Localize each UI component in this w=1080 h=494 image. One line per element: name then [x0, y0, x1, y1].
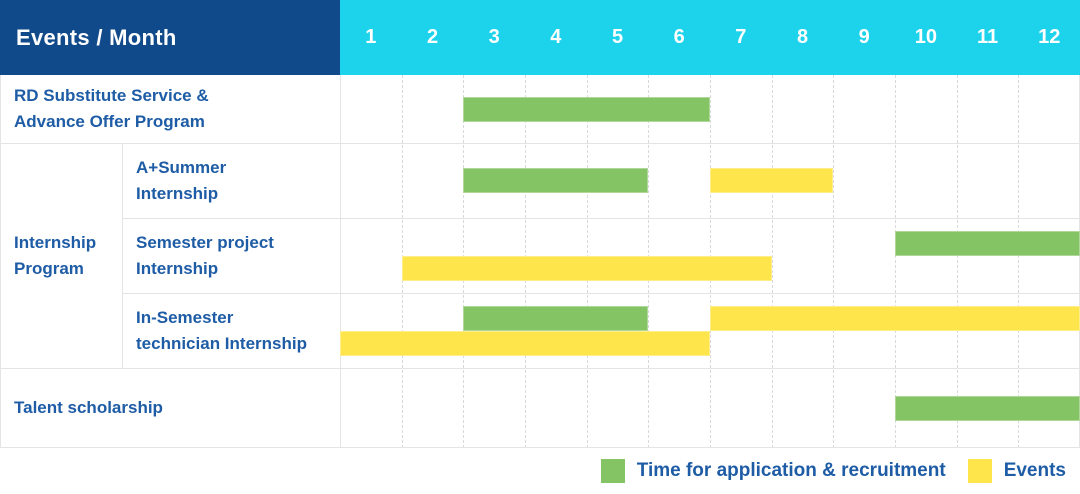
events-swatch-icon: [967, 459, 992, 483]
table-left-border: [0, 75, 1, 448]
month-gridline: [956, 75, 958, 448]
events-month-header: Events / Month: [0, 0, 340, 75]
month-header-12: 12: [1038, 26, 1061, 48]
month-header-3: 3: [488, 26, 500, 48]
month-header-7: 7: [735, 26, 747, 48]
sublabel-column-divider: [122, 143, 123, 368]
events-bar: [401, 255, 772, 281]
month-header-11: 11: [976, 26, 999, 48]
legend-item: Events: [967, 459, 1066, 483]
month-header-5: 5: [611, 26, 624, 48]
row-label: A+Summer Internship: [136, 157, 227, 203]
table-bottom-border: [0, 447, 1080, 448]
month-gridline: [833, 75, 835, 448]
row-separator: [0, 143, 1080, 144]
month-header-row: 1 2 3 4 5 6 7 8 9 10 11 12: [340, 0, 1080, 75]
row-label: In-Semester technician Internship: [136, 307, 307, 353]
recruitment-bar: [895, 395, 1080, 421]
row-label: RD Substitute Service & Advance Offer Pro…: [14, 86, 209, 131]
gantt-body: Internship Program RD Substitute Service &…: [0, 75, 1080, 448]
row-label: Semester project Internship: [136, 232, 274, 278]
legend-item: Time for application & recruitment: [600, 459, 946, 483]
month-header-2: 2: [426, 26, 439, 48]
recruitment-swatch-icon: [600, 459, 625, 483]
legend-label: Events: [1003, 460, 1066, 481]
events-bar: [710, 305, 1080, 331]
month-header-4: 4: [550, 26, 562, 48]
month-header-9: 9: [858, 26, 870, 48]
legend-label: Time for application & recruitment: [636, 460, 946, 481]
month-gridline: [1018, 75, 1020, 448]
month-header-8: 8: [796, 26, 809, 48]
month-header-6: 6: [673, 26, 685, 48]
recruitment-bar: [895, 230, 1080, 256]
legend: Time for application & recruitment Events: [0, 448, 1080, 494]
group-label-internship-program: Internship Program: [14, 232, 97, 278]
month-gridline: [771, 75, 773, 448]
month-header-10: 10: [914, 26, 937, 48]
recruitment-bar: [463, 305, 649, 331]
row-separator: [122, 218, 1080, 219]
row-separator: [122, 293, 1080, 294]
recruitment-bar: [463, 168, 649, 193]
events-bar: [340, 330, 710, 356]
month-header-1: 1: [365, 26, 377, 48]
row-label: Talent scholarship: [14, 398, 163, 417]
month-gridline: [895, 75, 896, 448]
events-bar: [710, 168, 834, 193]
row-separator: [0, 368, 1080, 369]
recruitment-bar: [463, 96, 710, 122]
label-column-divider: [340, 75, 341, 448]
